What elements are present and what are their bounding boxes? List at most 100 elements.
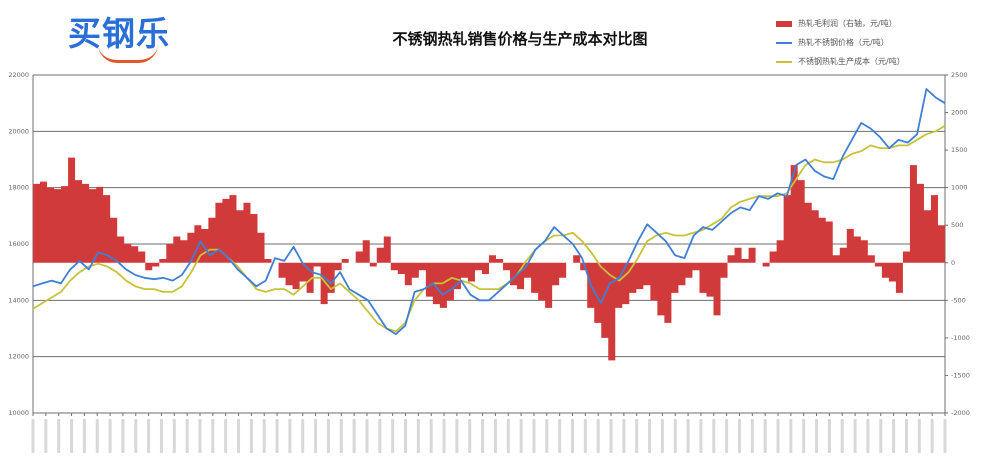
- x-axis-date-label: [596, 419, 600, 453]
- logo-smile-icon: [98, 44, 158, 63]
- x-axis-date-label: [660, 419, 664, 453]
- x-axis-date-label: [95, 419, 99, 453]
- x-axis-date-label: [686, 419, 690, 453]
- x-axis-date-label: [622, 419, 626, 453]
- x-axis-date-label: [455, 419, 459, 453]
- x-axis-date-label: [609, 419, 613, 453]
- x-axis-date-label: [840, 419, 844, 453]
- right-axis-tick-label: 1000: [951, 184, 968, 192]
- x-axis-date-label: [763, 419, 767, 453]
- x-axis-date-label: [262, 419, 266, 453]
- x-axis-date-label: [545, 419, 549, 453]
- x-axis-date-label: [172, 419, 176, 453]
- x-axis-date-label: [699, 419, 703, 453]
- x-axis-date-label: [532, 419, 536, 453]
- right-axis-tick-label: 2000: [951, 109, 968, 117]
- legend-line-swatch-icon: [776, 60, 792, 63]
- x-axis-date-label: [519, 419, 523, 453]
- x-axis-date-label: [648, 419, 652, 453]
- left-axis-tick-label: 14000: [8, 296, 29, 304]
- x-axis-date-label: [776, 419, 780, 453]
- x-axis-date-label: [237, 419, 241, 453]
- x-axis-date-label: [121, 419, 125, 453]
- x-axis-date-label: [57, 419, 61, 453]
- x-axis-date-label: [391, 419, 395, 453]
- x-axis-date-label: [352, 419, 356, 453]
- x-axis-date-label: [712, 419, 716, 453]
- right-axis-tick-label: 500: [951, 221, 963, 229]
- left-axis-tick-label: 20000: [8, 127, 29, 135]
- x-axis-date-label: [866, 419, 870, 453]
- x-axis-date-label: [198, 419, 202, 453]
- x-axis-date-label: [635, 419, 639, 453]
- left-axis-tick-label: 18000: [8, 184, 29, 192]
- x-axis-date-label: [44, 419, 48, 453]
- x-axis-date-label: [442, 419, 446, 453]
- x-axis-date-label: [570, 419, 574, 453]
- x-axis-date-label: [211, 419, 215, 453]
- x-axis-date-label: [301, 419, 305, 453]
- legend-item-profit: 热轧毛利润（右轴，元/吨）: [776, 14, 905, 33]
- brand-logo: 买钢乐: [68, 14, 198, 63]
- x-axis-date-label: [943, 419, 947, 453]
- x-axis-date-label: [506, 419, 510, 453]
- x-axis-date-label: [314, 419, 318, 453]
- x-axis-date-label: [108, 419, 112, 453]
- x-axis-date-label: [31, 419, 35, 453]
- legend-line-swatch-icon: [776, 41, 792, 44]
- x-axis-date-label: [802, 419, 806, 453]
- left-axis-tick-label: 10000: [8, 409, 29, 417]
- x-axis-date-label: [468, 419, 472, 453]
- x-axis-date-label: [930, 419, 934, 453]
- x-axis-date-label: [737, 419, 741, 453]
- x-axis-date-label: [134, 419, 138, 453]
- x-axis-date-label: [70, 419, 74, 453]
- right-axis-tick-label: 2500: [951, 71, 968, 79]
- x-axis-date-label: [224, 419, 228, 453]
- x-axis-date-label: [378, 419, 382, 453]
- right-axis-tick-label: 0: [951, 259, 955, 267]
- left-axis-tick-label: 22000: [8, 71, 29, 79]
- legend-label: 热轧不锈钢价格（元/吨）: [798, 38, 889, 47]
- x-axis-date-label: [917, 419, 921, 453]
- x-axis-date-label: [185, 419, 189, 453]
- legend-item-price: 热轧不锈钢价格（元/吨）: [776, 33, 905, 52]
- cost-line: [32, 124, 946, 333]
- right-axis-tick-label: -500: [951, 296, 966, 304]
- right-axis-tick-label: -1000: [951, 334, 970, 342]
- profit-bars: [33, 157, 945, 361]
- x-axis-date-label: [892, 419, 896, 453]
- x-axis-date-label: [365, 419, 369, 453]
- x-axis-date-label: [326, 419, 330, 453]
- left-axis-tick-label: 12000: [8, 353, 29, 361]
- x-axis-date-label: [904, 419, 908, 453]
- x-axis-date-label: [750, 419, 754, 453]
- x-axis-date-label: [404, 419, 408, 453]
- x-axis-date-label: [159, 419, 163, 453]
- x-axis-date-label: [583, 419, 587, 453]
- x-axis-date-label: [249, 419, 253, 453]
- x-axis-date-label: [147, 419, 151, 453]
- legend-item-cost: 不锈钢热轧生产成本（元/吨）: [776, 52, 905, 71]
- x-axis-date-label: [827, 419, 831, 453]
- price-line: [32, 88, 946, 336]
- x-axis-date-label: [82, 419, 86, 453]
- x-axis-date-label: [429, 419, 433, 453]
- legend-label: 不锈钢热轧生产成本（元/吨）: [798, 57, 905, 66]
- left-axis-tick-label: 16000: [8, 240, 29, 248]
- x-axis-date-label: [879, 419, 883, 453]
- right-axis-tick-label: -1500: [951, 371, 970, 379]
- chart-title: 不锈钢热轧销售价格与生产成本对比图: [392, 30, 648, 48]
- chart-legend: 热轧毛利润（右轴，元/吨） 热轧不锈钢价格（元/吨） 不锈钢热轧生产成本（元/吨…: [776, 14, 905, 71]
- x-axis-date-label: [853, 419, 857, 453]
- right-axis-tick-label: 1500: [951, 146, 968, 154]
- x-axis-date-label: [339, 419, 343, 453]
- legend-label: 热轧毛利润（右轴，元/吨）: [798, 19, 897, 28]
- x-axis-date-label: [416, 419, 420, 453]
- x-axis-date-label: [815, 419, 819, 453]
- x-axis-date-label: [725, 419, 729, 453]
- x-axis-date-label: [288, 419, 292, 453]
- x-axis-date-label: [481, 419, 485, 453]
- x-axis-date-label: [493, 419, 497, 453]
